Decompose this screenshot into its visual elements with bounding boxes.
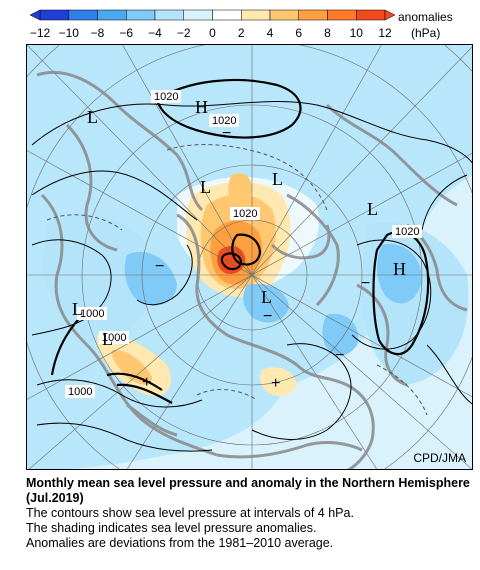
caption-line-contours: The contours show sea level pressure at …	[26, 506, 354, 520]
negative-anomaly-core-2	[243, 283, 289, 323]
low-pressure-marker-s: L	[261, 287, 272, 307]
polar-stereographic-map: 1020 1020 1020 1020 1000 1000 1000 H H L…	[26, 44, 473, 470]
svg-text:1000: 1000	[80, 308, 104, 320]
anomaly-signs: + + − − − − −	[142, 125, 370, 392]
caption-title: Monthly mean sea level pressure and anom…	[26, 476, 470, 505]
colorbar-max-arrow	[384, 9, 396, 21]
colorbar-tick-label: 10	[350, 26, 364, 40]
caption-line-anomalies: Anomalies are deviations from the 1981–2…	[26, 536, 334, 550]
caption-line-shading: The shading indicates sea level pressure…	[26, 521, 317, 535]
negative-sign-3: −	[263, 308, 272, 325]
pressure-label-1020-center: 1020	[230, 207, 260, 220]
colorbar-swatch	[327, 9, 357, 21]
slp-contours	[31, 101, 472, 452]
svg-text:1020: 1020	[154, 91, 178, 103]
positive-anomaly-north	[228, 173, 252, 207]
pressure-label-1000-sw: 1000	[65, 385, 95, 398]
colorbar-swatch	[269, 9, 299, 21]
colorbar-swatch	[97, 9, 127, 21]
colorbar-ticks: −12 −10 −8 −6 −4 −2 0 2 4 6 8 10 12	[30, 26, 392, 40]
svg-text:1020: 1020	[212, 115, 236, 127]
pressure-label-1000-w2: 1000	[99, 331, 129, 344]
colorbar-swatch	[68, 9, 98, 21]
colorbar-tick-label: −8	[91, 26, 105, 40]
colorbar-tick-label: 6	[295, 26, 302, 40]
colorbar-swatch	[356, 9, 386, 21]
colorbar-swatch	[298, 9, 328, 21]
negative-anomaly-core-3	[377, 244, 422, 304]
anomaly-colorbar: −12 −10 −8 −6 −4 −2 0 2 4 6 8 10 12 anomalies (hPa)	[29, 9, 453, 40]
colorbar-unit-label: anomalies	[398, 10, 453, 24]
colorbar-tick-label: −2	[177, 26, 191, 40]
meridians	[27, 45, 472, 469]
svg-text:1000: 1000	[68, 386, 92, 398]
low-pressure-marker-w: L	[72, 299, 83, 319]
colorbar-swatch	[212, 9, 242, 21]
slp-contours-bold	[50, 78, 430, 404]
positive-sign-sw: +	[142, 374, 151, 391]
figure-caption: Monthly mean sea level pressure and anom…	[26, 476, 476, 551]
pressure-labels: 1020 1020 1020 1020 1000 1000 1000	[65, 90, 422, 398]
colorbar-tick-label: 4	[267, 26, 274, 40]
pressure-label-1020-nw: 1020	[151, 90, 181, 103]
colorbar-tick-label: 2	[238, 26, 245, 40]
colorbar-tick-label: −6	[119, 26, 133, 40]
low-pressure-marker-center: L	[200, 177, 211, 197]
svg-text:1020: 1020	[395, 226, 419, 238]
negative-sign-4: −	[361, 275, 370, 292]
colorbar-tick-label: 8	[324, 26, 331, 40]
map-canvas: 1020 1020 1020 1020 1000 1000 1000 H H L…	[27, 45, 472, 469]
colorbar-tick-label: 0	[209, 26, 216, 40]
high-pressure-marker-n: H	[195, 97, 208, 117]
colorbar-swatch	[154, 9, 184, 21]
colorbar-min-arrow	[29, 9, 41, 21]
high-pressure-marker-e: H	[393, 259, 406, 279]
map-credit: CPD/JMA	[413, 451, 466, 465]
colorbar-swatch	[183, 9, 213, 21]
anomaly-dashed-contours	[46, 144, 428, 416]
low-pressure-marker-nw: L	[87, 107, 98, 127]
colorbar-unit-sub: (hPa)	[411, 26, 440, 40]
colorbar-tick-label: −10	[59, 26, 80, 40]
colorbar-swatches	[29, 9, 396, 21]
colorbar-tick-label: −4	[148, 26, 162, 40]
pressure-label-1020-e: 1020	[392, 225, 422, 238]
negative-sign-5: −	[335, 347, 344, 364]
pressure-label-1000-w1: 1000	[77, 307, 107, 320]
svg-text:1000: 1000	[102, 332, 126, 344]
positive-sign-s: +	[271, 375, 280, 392]
pressure-centers: H H L L L L L L L	[72, 97, 406, 349]
colorbar-swatch	[39, 9, 69, 21]
colorbar-tick-label: −12	[30, 26, 51, 40]
negative-anomaly-core-1	[124, 251, 177, 306]
negative-sign-1: −	[222, 125, 231, 142]
positive-anomaly-sw-core	[111, 349, 152, 385]
low-pressure-marker-sw: L	[102, 329, 113, 349]
low-pressure-marker-e: L	[367, 199, 378, 219]
colorbar-swatch	[126, 9, 156, 21]
low-pressure-marker-ne: L	[272, 169, 283, 189]
pressure-label-1020-n: 1020	[209, 114, 239, 127]
colorbar-tick-label: 12	[378, 26, 392, 40]
negative-anomaly-west	[42, 214, 155, 345]
colorbar-swatch	[241, 9, 271, 21]
negative-sign-2: −	[155, 258, 164, 275]
svg-text:1020: 1020	[233, 208, 257, 220]
anomaly-shading	[27, 45, 472, 469]
